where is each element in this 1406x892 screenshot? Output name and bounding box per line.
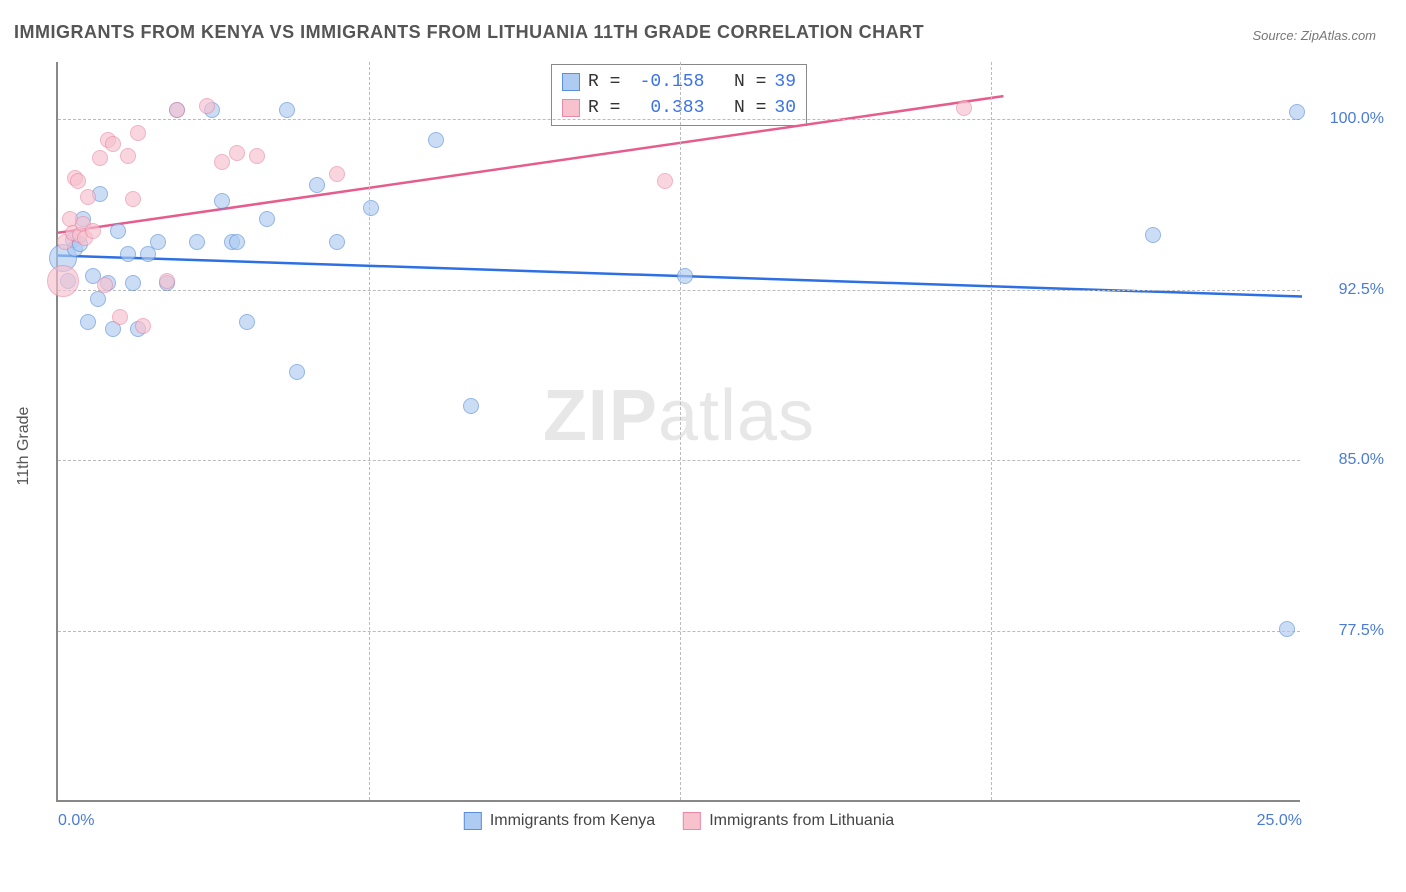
data-point	[229, 145, 245, 161]
data-point	[309, 177, 325, 193]
y-tick-label: 100.0%	[1308, 110, 1384, 128]
data-point	[1279, 621, 1295, 637]
data-point	[90, 291, 106, 307]
data-point	[130, 125, 146, 141]
y-tick-label: 85.0%	[1308, 451, 1384, 469]
data-point	[214, 154, 230, 170]
legend-bottom: Immigrants from Kenya Immigrants from Lit…	[464, 812, 894, 830]
data-point	[105, 136, 121, 152]
trend-line	[58, 96, 1003, 233]
data-point	[329, 234, 345, 250]
data-point	[239, 314, 255, 330]
data-point	[159, 273, 175, 289]
legend-swatch	[683, 812, 701, 830]
data-point	[1289, 104, 1305, 120]
data-point	[229, 234, 245, 250]
data-point	[92, 150, 108, 166]
data-point	[135, 318, 151, 334]
data-point	[120, 246, 136, 262]
gridline-v	[991, 62, 992, 800]
data-point	[110, 223, 126, 239]
gridline-v	[680, 62, 681, 800]
data-point	[47, 265, 79, 297]
data-point	[125, 275, 141, 291]
data-point	[657, 173, 673, 189]
data-point	[279, 102, 295, 118]
gridline-v	[369, 62, 370, 800]
data-point	[112, 309, 128, 325]
gridline-h	[58, 290, 1300, 291]
data-point	[428, 132, 444, 148]
data-point	[97, 277, 113, 293]
data-point	[199, 98, 215, 114]
gridline-h	[58, 460, 1300, 461]
data-point	[463, 398, 479, 414]
y-axis-label: 11th Grade	[15, 407, 33, 486]
plot-area: ZIPatlas R = -0.158 N = 39R = 0.383 N = …	[56, 62, 1300, 802]
data-point	[80, 314, 96, 330]
data-point	[70, 173, 86, 189]
y-tick-label: 92.5%	[1308, 281, 1384, 299]
data-point	[956, 100, 972, 116]
data-point	[214, 193, 230, 209]
data-point	[169, 102, 185, 118]
legend-item: Immigrants from Lithuania	[683, 812, 894, 830]
x-tick-label: 25.0%	[1257, 812, 1302, 830]
x-tick-label: 0.0%	[58, 812, 94, 830]
data-point	[150, 234, 166, 250]
data-point	[1145, 227, 1161, 243]
gridline-h	[58, 119, 1300, 120]
source-attribution: Source: ZipAtlas.com	[1252, 28, 1376, 43]
legend-label: Immigrants from Kenya	[490, 812, 655, 830]
data-point	[189, 234, 205, 250]
data-point	[677, 268, 693, 284]
data-point	[80, 189, 96, 205]
legend-item: Immigrants from Kenya	[464, 812, 655, 830]
chart-title: IMMIGRANTS FROM KENYA VS IMMIGRANTS FROM…	[14, 22, 924, 43]
data-point	[85, 223, 101, 239]
data-point	[363, 200, 379, 216]
data-point	[120, 148, 136, 164]
data-point	[289, 364, 305, 380]
y-tick-label: 77.5%	[1308, 622, 1384, 640]
data-point	[329, 166, 345, 182]
gridline-h	[58, 631, 1300, 632]
legend-swatch	[464, 812, 482, 830]
data-point	[249, 148, 265, 164]
data-point	[125, 191, 141, 207]
data-point	[259, 211, 275, 227]
legend-label: Immigrants from Lithuania	[709, 812, 894, 830]
